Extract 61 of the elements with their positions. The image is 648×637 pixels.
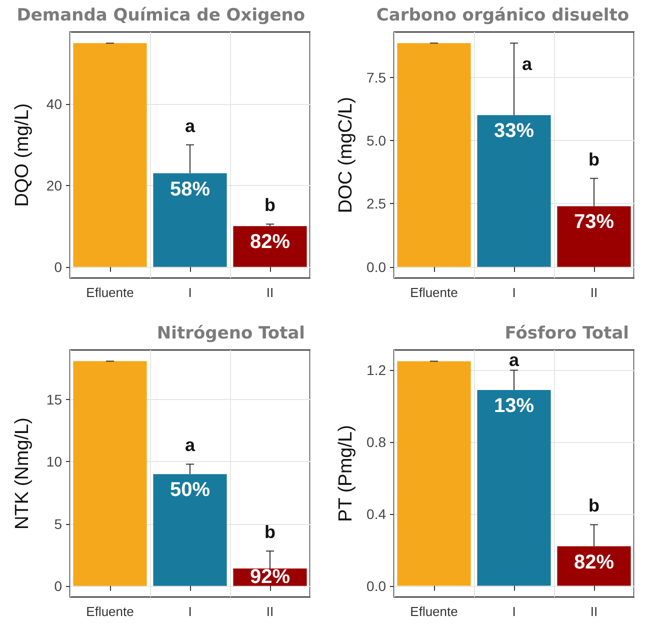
annotation: 50% (170, 479, 210, 502)
x-tick-label: II (590, 285, 598, 300)
x-tick-label: Efluente (86, 604, 134, 619)
x-tick-label: II (590, 604, 598, 619)
annotation: a (522, 54, 533, 74)
x-tick-label: I (188, 285, 192, 300)
bar (153, 173, 227, 267)
x-tick-label: Efluente (86, 285, 134, 300)
y-tick-label: 0.0 (366, 258, 386, 275)
y-tick-label: 15 (46, 392, 62, 408)
y-tick-label: 0.8 (366, 434, 386, 450)
y-tick-label: 40 (46, 96, 62, 112)
y-axis-title: DOC (mgC/L) (336, 96, 357, 214)
bar (233, 226, 307, 267)
y-tick-label: 0 (54, 578, 62, 594)
chart-title: Carbono orgánico disuelto (376, 6, 630, 26)
y-tick-label: 0 (54, 258, 62, 275)
x-tick-label: I (188, 604, 192, 619)
annotation: a (508, 350, 520, 370)
annotation: b (264, 522, 276, 542)
y-tick-label: 5 (54, 516, 62, 532)
y-tick-label: 0.4 (366, 506, 386, 522)
annotation: 82% (250, 231, 290, 254)
y-axis-title: DQO (mg/L) (12, 103, 33, 207)
x-tick-label: I (512, 285, 516, 300)
y-tick-label: 7.5 (366, 69, 386, 86)
annotation: 82% (574, 551, 614, 574)
annotation: 58% (170, 178, 210, 200)
y-tick-label: 0.0 (366, 578, 386, 594)
x-tick-label: Efluente (410, 285, 458, 300)
chart-title: Nitrógeno Total (156, 324, 306, 344)
bar (557, 206, 631, 267)
chart-title: Demanda Química de Oxigeno (16, 6, 306, 26)
annotation: b (588, 496, 600, 516)
annotation: 13% (494, 394, 534, 417)
y-tick-label: 1.2 (366, 362, 386, 378)
y-tick-label: 20 (46, 177, 62, 194)
bar (397, 361, 471, 586)
bar (73, 43, 147, 267)
annotation: a (184, 116, 196, 136)
x-tick-label: Efluente (410, 604, 458, 619)
annotation: b (264, 195, 276, 216)
bar (477, 115, 551, 267)
y-axis-title: NTK (Nmg/L) (12, 418, 33, 530)
annotation: 33% (494, 120, 534, 142)
bar (153, 474, 227, 586)
bar (397, 43, 471, 267)
annotation: 73% (574, 211, 614, 234)
x-tick-label: II (266, 285, 274, 300)
y-axis-title: PT (Pmg/L) (336, 425, 357, 522)
chart-title: Fósforo Total (504, 324, 630, 344)
y-tick-label: 2.5 (366, 196, 386, 212)
annotation: 92% (250, 566, 290, 588)
bar (73, 361, 147, 586)
x-tick-label: I (512, 604, 516, 619)
annotation: b (588, 149, 600, 170)
x-tick-label: II (266, 604, 274, 619)
y-tick-label: 5.0 (366, 132, 386, 148)
bar (477, 390, 551, 586)
y-tick-label: 10 (46, 454, 62, 470)
annotation: a (184, 435, 196, 456)
